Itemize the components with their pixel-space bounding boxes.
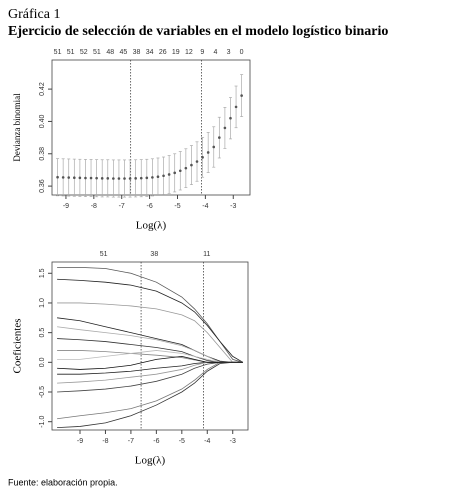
point	[240, 94, 243, 97]
point	[100, 177, 104, 180]
point	[78, 176, 82, 180]
point	[84, 176, 87, 180]
x-tick-label: -4	[202, 203, 208, 210]
point	[223, 126, 227, 130]
top-tick-label: 34	[146, 49, 154, 56]
point	[190, 163, 193, 167]
y-tick-label: 1.5	[39, 268, 46, 278]
top-tick-label: 45	[119, 49, 127, 56]
top-tick-label: 51	[100, 251, 108, 258]
y-tick-label: 1.0	[39, 298, 46, 308]
point	[61, 176, 65, 179]
coefficient-path	[57, 266, 244, 363]
point	[234, 105, 238, 109]
top-tick-label: 3	[227, 49, 231, 56]
x-tick-label: -5	[174, 203, 180, 210]
point	[162, 174, 165, 178]
point	[151, 176, 154, 179]
y-axis-title: Coeficientes	[12, 319, 24, 374]
coefficient-path	[57, 317, 243, 363]
top-tick-label: 11	[203, 251, 210, 258]
x-tick-label: -6	[146, 203, 152, 210]
top-tick-label: 48	[106, 49, 114, 56]
point	[178, 169, 182, 173]
top-tick-label: 51	[67, 49, 75, 56]
point	[106, 177, 110, 180]
x-tick-label: -7	[119, 203, 125, 210]
point	[112, 177, 115, 180]
x-tick-label: -9	[77, 438, 83, 445]
coefficient-path	[57, 302, 243, 363]
y-tick-label: -1.0	[39, 416, 46, 428]
point	[206, 151, 210, 154]
plot-frame	[51, 261, 249, 431]
top-tick-label: 0	[240, 49, 244, 56]
top-tick-label: 26	[159, 49, 167, 56]
y-tick-label: -0.5	[39, 386, 46, 398]
x-axis-title: Log(λ)	[135, 455, 166, 467]
top-tick-label: 51	[54, 49, 62, 56]
point	[67, 176, 71, 179]
x-tick-label: -3	[230, 203, 236, 210]
point	[173, 171, 177, 175]
point	[117, 177, 121, 180]
point	[73, 176, 76, 180]
y-tick-label: 0.36	[39, 179, 46, 193]
top-tick-label: 52	[80, 49, 88, 56]
source-note: Fuente: elaboración propia.	[8, 477, 118, 487]
figure-label: Gráfica 1	[8, 7, 60, 22]
top-tick-label: 38	[133, 49, 141, 56]
top-tick-label: 19	[172, 49, 180, 56]
x-tick-label: -3	[230, 438, 236, 445]
point	[145, 176, 149, 180]
plot-frame	[51, 59, 251, 196]
point	[128, 177, 132, 180]
top-tick-label: 51	[93, 49, 101, 56]
y-tick-label: 0.42	[39, 82, 46, 96]
point	[134, 177, 137, 180]
point	[56, 175, 59, 179]
x-tick-label: -9	[63, 203, 69, 210]
x-tick-label: -7	[128, 438, 134, 445]
point	[167, 173, 171, 176]
figure-title: Ejercicio de selección de variables en e…	[8, 24, 388, 39]
point	[229, 116, 232, 120]
point	[201, 156, 204, 159]
point	[139, 176, 143, 180]
top-tick-label: 4	[213, 49, 217, 56]
point	[212, 145, 216, 149]
coefficient-path	[57, 278, 244, 363]
point	[89, 176, 93, 180]
point	[123, 177, 126, 180]
y-tick-label: 0.5	[39, 328, 46, 338]
y-axis-title: Devianza binomial	[12, 93, 22, 162]
x-axis-title: Log(λ)	[136, 220, 167, 232]
top-tick-label: 38	[150, 251, 158, 258]
x-tick-label: -6	[153, 438, 159, 445]
point	[195, 160, 199, 163]
top-tick-label: 9	[200, 49, 204, 56]
x-tick-label: -5	[179, 438, 185, 445]
y-tick-label: 0.40	[39, 115, 46, 129]
y-tick-label: 0.0	[39, 357, 46, 367]
coefficient-path	[57, 361, 243, 375]
x-tick-label: -4	[204, 438, 210, 445]
coefficient-path	[57, 355, 243, 370]
y-tick-label: 0.38	[39, 147, 46, 161]
top-tick-label: 12	[185, 49, 193, 56]
x-tick-label: -8	[91, 203, 97, 210]
point	[156, 175, 160, 179]
x-tick-label: -8	[102, 438, 108, 445]
coefficient-path	[57, 361, 243, 429]
point	[184, 166, 188, 170]
point	[218, 136, 221, 139]
point	[95, 176, 98, 180]
coefficient-path	[57, 326, 243, 363]
